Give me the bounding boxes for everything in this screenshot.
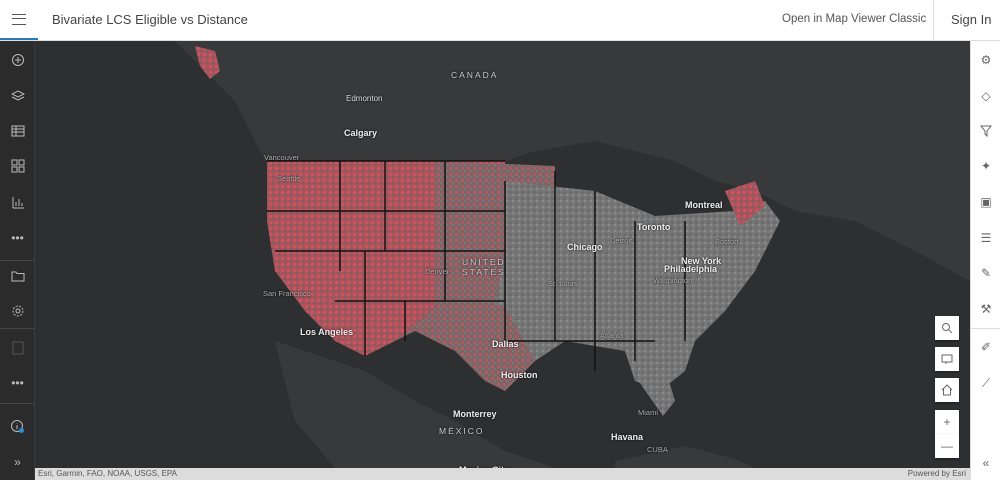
- map-label-toronto: Toronto: [637, 222, 671, 232]
- menu-button[interactable]: [0, 0, 38, 40]
- right-toolbar: ⚙ ◇ ✦ ▣ ☰ ✎ ⚒ ✐ ⟋ «: [970, 41, 1000, 480]
- expand-button[interactable]: »: [0, 447, 35, 477]
- effects-button[interactable]: ✦: [971, 152, 1000, 180]
- measure-icon: ⟋: [981, 375, 991, 390]
- settings-icon: [12, 305, 23, 317]
- styles-icon: ◇: [981, 89, 991, 103]
- map-label-washington: Washington: [653, 276, 693, 285]
- measure-button[interactable]: ⟋: [971, 369, 1000, 397]
- basemap-button[interactable]: [0, 151, 35, 181]
- map-label-vancouver: Vancouver: [264, 153, 300, 162]
- styles-button[interactable]: ◇: [971, 82, 1000, 110]
- description-icon: [941, 354, 953, 364]
- zoom-in-button[interactable]: +: [935, 410, 959, 434]
- configure-icon: ⚒: [980, 302, 992, 316]
- collapse-icon: «: [982, 456, 990, 470]
- labels-icon: ✎: [980, 266, 992, 280]
- charts-button[interactable]: [0, 187, 35, 217]
- map-title: Bivariate LCS Eligible vs Distance: [52, 12, 248, 27]
- more-button-1[interactable]: •••: [0, 223, 35, 253]
- collapse-button[interactable]: «: [971, 449, 1000, 477]
- pop-ups-icon: ▣: [980, 195, 992, 209]
- map-label-edmonton: Edmonton: [346, 94, 383, 103]
- map-label-new-york: New York: [681, 256, 722, 266]
- app-header: Bivariate LCS Eligible vs Distance Open …: [0, 0, 1000, 41]
- sketch-button[interactable]: ✐: [971, 333, 1000, 361]
- more-icon: •••: [11, 376, 24, 390]
- map-label-monterrey: Monterrey: [453, 409, 497, 419]
- add-button[interactable]: [0, 45, 35, 75]
- expand-icon: »: [14, 455, 21, 469]
- properties-button[interactable]: ⚙: [971, 46, 1000, 74]
- layers-icon: [10, 90, 25, 101]
- map-label-dallas: Dallas: [492, 339, 519, 349]
- powered-by-esri[interactable]: Powered by Esri: [907, 469, 966, 478]
- labels-button[interactable]: ✎: [971, 259, 1000, 287]
- search-button[interactable]: [935, 316, 959, 340]
- info-icon: [10, 420, 24, 433]
- map-label-atlanta: Atlanta: [600, 331, 624, 340]
- left-divider-1: [0, 260, 35, 261]
- attribution-bar: Esri, Garmin, FAO, NOAA, USGS, EPA Power…: [35, 468, 970, 480]
- map-label-miami: Miami: [638, 408, 658, 417]
- map-label-philadelphia: Philadelphia: [664, 264, 718, 274]
- save-icon: [12, 341, 23, 355]
- layers-button[interactable]: [0, 81, 35, 111]
- filter-icon: [980, 125, 992, 137]
- open-classic-link[interactable]: Open in Map Viewer Classic: [782, 13, 927, 25]
- map-label-calgary: Calgary: [344, 128, 378, 138]
- search-icon: [942, 323, 953, 334]
- more-icon: •••: [11, 231, 24, 245]
- tables-button[interactable]: [0, 116, 35, 146]
- left-divider-2: [0, 328, 35, 329]
- info-button[interactable]: [0, 412, 35, 442]
- folder-icon: [11, 271, 24, 282]
- left-toolbar: ••• ••• »: [0, 41, 35, 480]
- effects-icon: ✦: [980, 159, 992, 173]
- left-divider-3: [0, 403, 35, 404]
- map-label-boston: Boston: [715, 237, 739, 246]
- home-icon: [941, 384, 953, 396]
- map-label-canada: CANADA: [451, 70, 499, 80]
- settings-button[interactable]: [0, 296, 35, 326]
- sign-in-button[interactable]: Sign In: [951, 12, 992, 27]
- map-label-houston: Houston: [501, 370, 538, 380]
- map-label-montreal: Montreal: [685, 200, 723, 210]
- sketch-icon: ✐: [980, 340, 992, 354]
- map-label-mexico-city: Mexico City: [459, 465, 509, 468]
- map-view[interactable]: CANADA Edmonton Calgary Vancouver Seattle Mon…: [35, 41, 970, 468]
- map-label-detroit: Detroit: [610, 236, 633, 245]
- map-label-havana: Havana: [611, 432, 644, 442]
- charts-icon: [12, 197, 24, 209]
- save-button[interactable]: [0, 333, 35, 363]
- pop-ups-button[interactable]: ▣: [971, 188, 1000, 216]
- add-icon: [11, 54, 24, 66]
- description-button[interactable]: [935, 347, 959, 371]
- map-label-san-francisco: San Francisco: [263, 289, 311, 298]
- map-label-cuba: CUBA: [647, 445, 668, 454]
- folder-button[interactable]: [0, 261, 35, 291]
- right-divider: [971, 328, 1000, 329]
- map-label-seattle: Seattle: [277, 174, 301, 183]
- map-canvas: [175, 41, 970, 468]
- map-label-los-angeles: Los Angeles: [300, 327, 354, 337]
- table-icon: [11, 125, 24, 137]
- properties-icon: ⚙: [980, 53, 992, 67]
- header-divider: [933, 0, 934, 40]
- filter-button[interactable]: [971, 117, 1000, 145]
- map-label-chicago: Chicago: [567, 242, 603, 252]
- fields-icon: ☰: [980, 231, 992, 245]
- map-label-denver: Denver: [425, 267, 450, 276]
- map-label-mexico: MÉXICO: [439, 426, 485, 436]
- fields-button[interactable]: ☰: [971, 224, 1000, 252]
- basemap-icon: [11, 159, 24, 173]
- zoom-out-button[interactable]: —: [935, 434, 959, 458]
- home-button[interactable]: [935, 378, 959, 402]
- attribution-text: Esri, Garmin, FAO, NOAA, USGS, EPA: [38, 469, 177, 478]
- configure-button[interactable]: ⚒: [971, 295, 1000, 323]
- more-button-2[interactable]: •••: [0, 368, 35, 398]
- hamburger-icon: [12, 13, 26, 25]
- map-label-united-states: UNITED STATES: [462, 257, 506, 277]
- map-label-st-louis: St. Louis: [548, 279, 578, 288]
